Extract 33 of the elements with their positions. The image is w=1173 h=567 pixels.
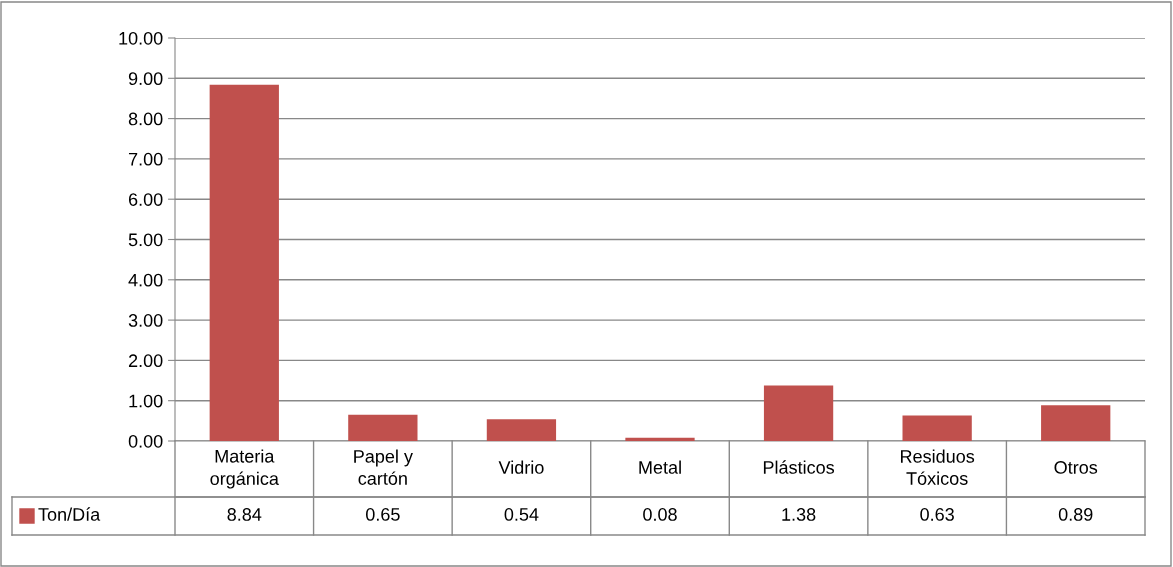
data-label: 0.54 [504, 508, 539, 521]
data-label: 0.65 [365, 508, 400, 521]
y-tick-label: 8.00 [128, 112, 163, 126]
bar [209, 84, 279, 441]
x-tick-label: Materia orgánica [210, 449, 279, 489]
bar [348, 414, 418, 441]
x-tick-label: Metal [639, 460, 681, 474]
bar [902, 415, 972, 441]
bar [763, 385, 834, 441]
y-tick-label: 1.00 [129, 394, 163, 408]
data-label: 8.84 [227, 508, 262, 521]
bar [625, 437, 695, 441]
y-tick-label: 9.00 [128, 72, 163, 86]
x-tick-label: Otros [1054, 461, 1098, 474]
y-tick-label: 5.00 [128, 233, 163, 247]
y-tick-label: 2.00 [128, 354, 163, 368]
y-tick-label: 3.00 [128, 314, 163, 327]
data-label: 0.89 [1058, 508, 1093, 521]
y-tick-label: 10.00 [119, 31, 163, 45]
x-tick-label: Plásticos [763, 460, 835, 474]
x-tick-label: Vidrio [498, 460, 544, 474]
y-tick-label: 7.00 [128, 152, 163, 166]
bar [1041, 405, 1111, 441]
bar [486, 419, 557, 441]
y-tick-label: 0.00 [128, 434, 163, 448]
y-tick-label: 4.00 [128, 273, 163, 287]
data-label: 1.38 [782, 508, 816, 521]
legend-label: Ton/Día [38, 507, 101, 521]
x-tick-label: Residuos Tóxicos [900, 449, 975, 485]
x-tick-label: Papel y cartón [354, 449, 413, 485]
data-label: 0.08 [643, 508, 677, 521]
y-tick-label: 6.00 [128, 193, 163, 206]
data-label: 0.63 [920, 508, 954, 521]
